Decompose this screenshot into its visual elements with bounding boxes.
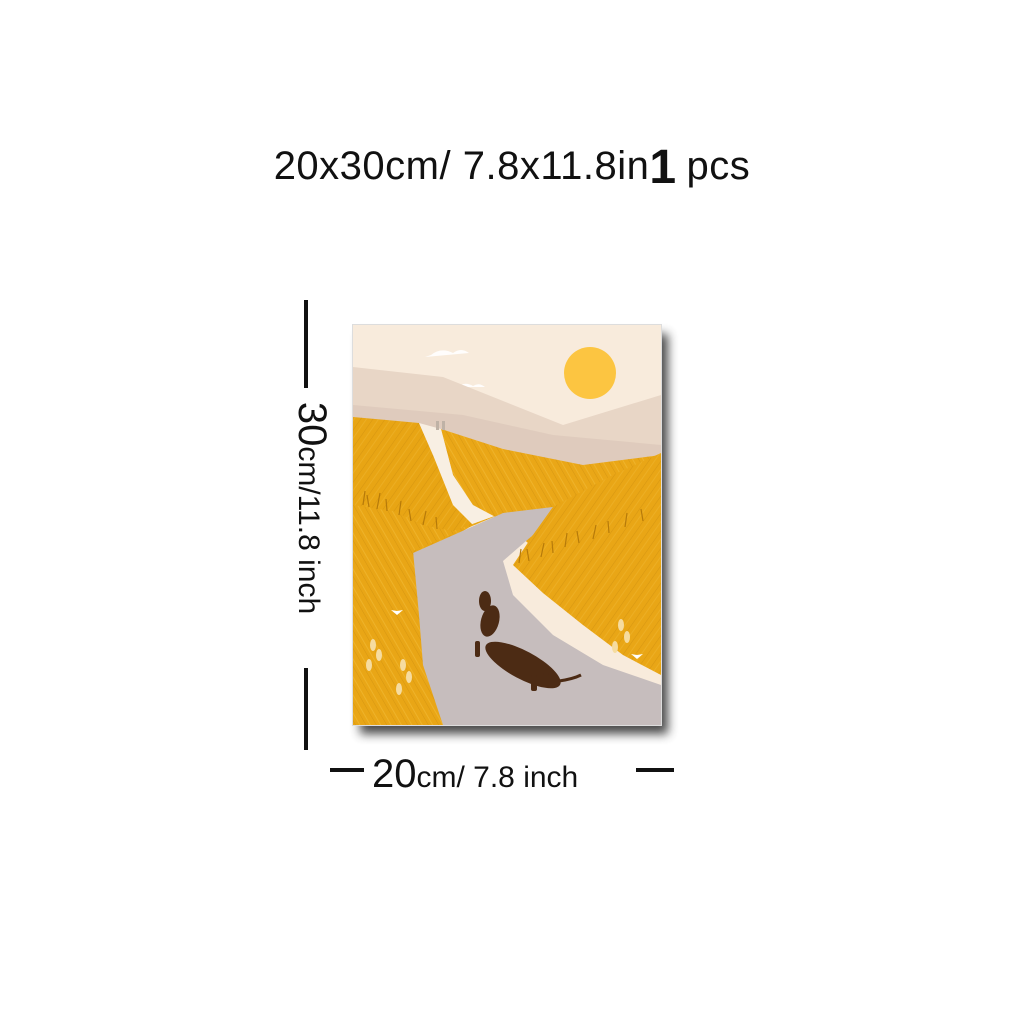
- height-dimension-line-top: [304, 300, 308, 388]
- height-dimension-label: 30cm/11.8 inch: [290, 401, 334, 615]
- width-dimension-line-right: [636, 768, 674, 772]
- sun: [564, 347, 616, 399]
- grass-tufts: [362, 490, 644, 564]
- artwork-image: [352, 324, 662, 726]
- width-unit-text: cm/ 7.8 inch: [416, 761, 579, 794]
- dachshund: [475, 591, 582, 691]
- road: [413, 507, 661, 725]
- width-dimension-line-left: [330, 768, 364, 772]
- wheat-sprigs: [366, 619, 630, 695]
- path-far: [419, 423, 503, 525]
- height-value: 30: [290, 401, 334, 447]
- cloud: [425, 350, 469, 357]
- height-dimension-line-bottom: [304, 668, 308, 750]
- quantity-number: 1: [649, 141, 677, 194]
- figures: [436, 421, 445, 430]
- quantity-unit: pcs: [686, 144, 751, 188]
- height-unit-text: cm/11.8 inch: [292, 446, 325, 615]
- canvas-print: [352, 324, 668, 734]
- product-size-title: 20x30cm/ 7.8x11.8in1 pcs: [0, 140, 1024, 192]
- width-dimension-label: 20cm/ 7.8 inch: [372, 752, 578, 805]
- width-value: 20: [372, 752, 417, 796]
- size-text: 20x30cm/ 7.8x11.8in: [273, 144, 650, 188]
- artwork-illustration: [353, 325, 661, 725]
- butterflies: [391, 610, 643, 659]
